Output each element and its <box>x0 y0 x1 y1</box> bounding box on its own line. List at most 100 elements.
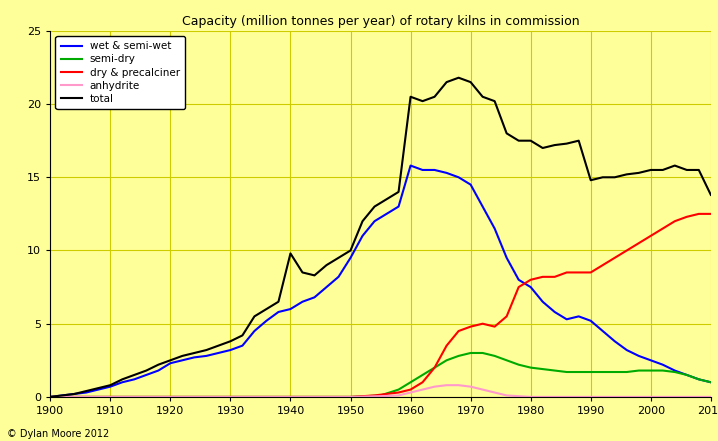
anhydrite <box>419 387 427 392</box>
dry & precalciner <box>370 393 379 398</box>
Line: anhydrite: anhydrite <box>50 385 711 397</box>
anhydrite <box>490 390 499 395</box>
semi-dry <box>707 380 715 385</box>
anhydrite <box>346 394 355 400</box>
dry & precalciner <box>490 324 499 329</box>
Text: © Dylan Moore 2012: © Dylan Moore 2012 <box>7 429 109 439</box>
anhydrite <box>394 393 403 398</box>
anhydrite <box>106 394 115 400</box>
dry & precalciner <box>106 394 115 400</box>
semi-dry <box>683 372 691 377</box>
semi-dry <box>166 394 174 400</box>
semi-dry <box>394 387 403 392</box>
semi-dry <box>286 394 295 400</box>
anhydrite <box>587 394 595 400</box>
semi-dry <box>454 353 463 359</box>
dry & precalciner <box>430 365 439 370</box>
dry & precalciner <box>707 211 715 217</box>
total <box>454 75 463 80</box>
dry & precalciner <box>694 211 703 217</box>
total <box>286 251 295 256</box>
semi-dry <box>46 394 55 400</box>
dry & precalciner <box>646 233 655 239</box>
semi-dry <box>574 370 583 375</box>
semi-dry <box>466 350 475 355</box>
anhydrite <box>376 393 385 399</box>
dry & precalciner <box>635 240 643 246</box>
semi-dry <box>406 380 415 385</box>
total <box>490 98 499 104</box>
Line: dry & precalciner: dry & precalciner <box>50 214 711 397</box>
anhydrite <box>430 384 439 389</box>
wet & semi-wet <box>562 317 571 322</box>
semi-dry <box>430 365 439 370</box>
total <box>466 79 475 85</box>
dry & precalciner <box>574 270 583 275</box>
anhydrite <box>478 387 487 392</box>
dry & precalciner <box>514 284 523 290</box>
dry & precalciner <box>610 255 619 261</box>
semi-dry <box>490 353 499 359</box>
dry & precalciner <box>454 329 463 334</box>
semi-dry <box>226 394 235 400</box>
semi-dry <box>610 370 619 375</box>
wet & semi-wet <box>46 394 55 400</box>
dry & precalciner <box>598 262 607 268</box>
semi-dry <box>623 370 631 375</box>
anhydrite <box>503 393 511 398</box>
semi-dry <box>442 358 451 363</box>
anhydrite <box>166 394 174 400</box>
anhydrite <box>466 384 475 389</box>
dry & precalciner <box>406 387 415 392</box>
semi-dry <box>646 368 655 373</box>
Line: semi-dry: semi-dry <box>50 353 711 397</box>
semi-dry <box>503 358 511 363</box>
anhydrite <box>406 390 415 395</box>
dry & precalciner <box>551 274 559 280</box>
dry & precalciner <box>538 274 547 280</box>
dry & precalciner <box>683 214 691 220</box>
total <box>58 393 67 398</box>
dry & precalciner <box>623 248 631 253</box>
dry & precalciner <box>358 393 367 399</box>
anhydrite <box>286 394 295 400</box>
semi-dry <box>376 393 385 398</box>
anhydrite <box>442 382 451 388</box>
dry & precalciner <box>166 394 174 400</box>
anhydrite <box>514 393 523 399</box>
dry & precalciner <box>346 394 355 400</box>
semi-dry <box>346 394 355 400</box>
dry & precalciner <box>466 324 475 329</box>
semi-dry <box>538 366 547 372</box>
semi-dry <box>526 365 535 370</box>
anhydrite <box>226 394 235 400</box>
semi-dry <box>671 370 679 375</box>
dry & precalciner <box>442 343 451 348</box>
wet & semi-wet <box>707 380 715 385</box>
anhydrite <box>454 382 463 388</box>
semi-dry <box>106 394 115 400</box>
wet & semi-wet <box>466 182 475 187</box>
semi-dry <box>562 370 571 375</box>
dry & precalciner <box>503 314 511 319</box>
wet & semi-wet <box>430 167 439 172</box>
semi-dry <box>478 350 487 355</box>
dry & precalciner <box>478 321 487 326</box>
dry & precalciner <box>286 394 295 400</box>
dry & precalciner <box>382 391 391 396</box>
Line: wet & semi-wet: wet & semi-wet <box>50 165 711 397</box>
dry & precalciner <box>526 277 535 282</box>
total <box>46 394 55 400</box>
semi-dry <box>598 370 607 375</box>
wet & semi-wet <box>406 163 415 168</box>
semi-dry <box>587 370 595 375</box>
anhydrite <box>526 394 535 400</box>
dry & precalciner <box>226 394 235 400</box>
dry & precalciner <box>562 270 571 275</box>
semi-dry <box>658 368 667 373</box>
total <box>707 192 715 198</box>
anhydrite <box>707 394 715 400</box>
dry & precalciner <box>394 390 403 395</box>
dry & precalciner <box>671 219 679 224</box>
Legend: wet & semi-wet, semi-dry, dry & precalciner, anhydrite, total: wet & semi-wet, semi-dry, dry & precalci… <box>55 36 185 109</box>
